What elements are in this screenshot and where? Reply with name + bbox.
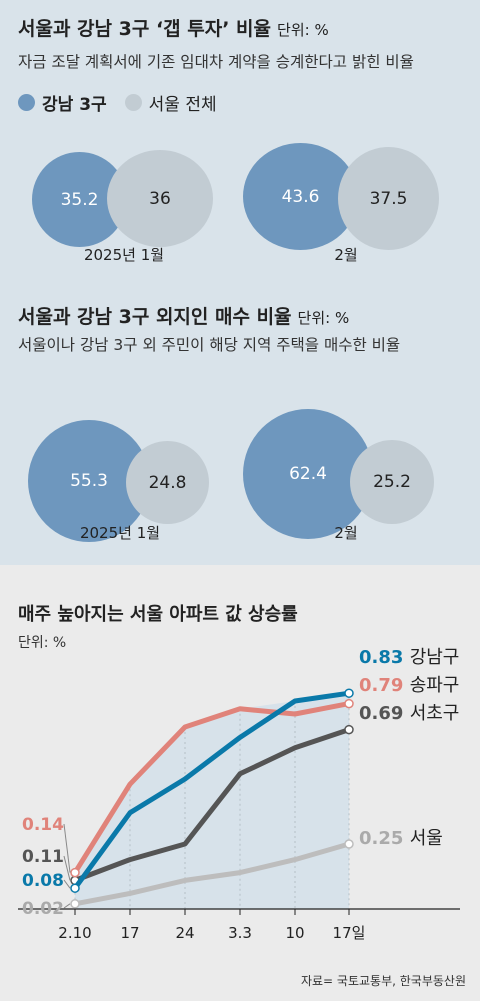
weekly-unit: 단위: % (18, 635, 67, 651)
legend-item-seoul: 서울 전체 (124, 90, 217, 115)
outsider-jan-gangnam-value: 55.3 (70, 471, 108, 491)
outsider-feb-seoul-value: 25.2 (373, 472, 411, 492)
legend-swatch-gangnam (18, 94, 35, 111)
point-gangnam-0 (70, 883, 80, 893)
series-line-seoul (74, 841, 350, 907)
bottom-panel: 매주 높아지는 서울 아파트 값 상승률 단위: % 2.10 17 24 3.3 10… (0, 565, 480, 1001)
point-seocho-5 (344, 724, 354, 735)
gap-feb-seoul-bubble: 37.5 (338, 147, 439, 250)
start-leader-seoul (63, 903, 71, 909)
outsider-unit: 단위: % (297, 309, 350, 327)
gap-feb-gangnam-value: 43.6 (281, 186, 320, 207)
outsider-feb-gangnam-value: 62.4 (289, 464, 327, 484)
legend-label-gangnam: 강남 3구 (42, 95, 107, 115)
gap-feb-seoul-value: 37.5 (369, 188, 408, 209)
outsider-subtitle: 서울이나 강남 3구 외 주민이 해당 지역 주택을 매수한 비율 (18, 336, 401, 354)
point-songpa-5 (344, 698, 354, 709)
x-tick-label-3: 3.3 (228, 924, 252, 942)
legend-label-seoul: 서울 전체 (148, 95, 217, 115)
start-label-seocho: 0.11 (22, 847, 64, 867)
end-label-seoul: 0.25 서울 (359, 828, 443, 849)
gap-subtitle: 자금 조달 계획서에 기존 임대차 계약을 승계한다고 밝힌 비율 (18, 53, 414, 71)
legend-swatch-seoul (124, 94, 142, 111)
point-seoul-5 (344, 839, 354, 849)
gap-title: 서울과 강남 3구 ‘갭 투자’ 비율 단위: % (18, 14, 329, 41)
outsider-jan-seoul-bubble: 24.8 (126, 441, 209, 524)
end-label-seocho: 0.69 서초구 (359, 703, 459, 724)
end-label-gangnam: 0.83 강남구 (359, 647, 459, 668)
end-label-songpa: 0.79 송파구 (359, 675, 459, 696)
point-seoul-0 (70, 899, 80, 909)
legend-item-gangnam: 강남 3구 (18, 90, 107, 115)
series-line-songpa (72, 701, 350, 874)
start-leader-songpa (63, 823, 71, 873)
x-tick-label-5: 17일 (333, 924, 366, 942)
outsider-title: 서울과 강남 3구 외지인 매수 비율 단위: % (18, 302, 349, 329)
legend: 강남 3구 서울 전체 (18, 90, 235, 115)
outsider-feb-caption: 2월 (334, 524, 358, 542)
x-tick-label-4: 10 (285, 924, 304, 942)
gap-jan-seoul-value: 36 (149, 188, 171, 209)
source-note: 자료= 국토교통부, 한국부동산원 (300, 974, 466, 988)
x-tick-label-2: 24 (175, 924, 194, 942)
start-leader-seocho (63, 855, 71, 881)
gap-unit: 단위: % (277, 21, 329, 39)
outsider-title-text: 서울과 강남 3구 외지인 매수 비율 (18, 306, 292, 328)
outsider-feb-seoul-bubble: 25.2 (350, 440, 434, 524)
x-tick-label-0: 2.10 (58, 924, 91, 942)
start-label-gangnam: 0.08 (22, 871, 64, 891)
gap-jan-gangnam-value: 35.2 (60, 189, 99, 210)
series-line-gangnam (72, 690, 350, 890)
x-tick-label-1: 17 (120, 924, 139, 942)
outsider-jan-seoul-value: 24.8 (148, 472, 187, 493)
top-panel: 서울과 강남 3구 ‘갭 투자’ 비율 단위: % 자금 조달 계획서에 기존 임… (18, 14, 439, 542)
gap-title-text: 서울과 강남 3구 ‘갭 투자’ 비율 (18, 18, 272, 40)
start-leader-gangnam (63, 879, 71, 889)
gap-jan-seoul-bubble: 36 (107, 150, 213, 247)
point-songpa-0 (70, 867, 80, 878)
weekly-title: 매주 높아지는 서울 아파트 값 상승률 (18, 604, 298, 625)
gap-jan-caption: 2025년 1월 (83, 246, 165, 264)
series-line-seocho (74, 727, 350, 883)
start-label-songpa: 0.14 (22, 815, 64, 835)
point-gangnam-5 (344, 688, 354, 698)
outsider-jan-caption: 2025년 1월 (79, 524, 161, 542)
line-chart: 2.10 17 24 3.3 10 17일 0.83 강남구 0.79 송파구 0.69 서초구… (18, 647, 460, 942)
gap-feb-caption: 2월 (334, 246, 358, 264)
start-label-seoul: 0.02 (22, 899, 64, 919)
